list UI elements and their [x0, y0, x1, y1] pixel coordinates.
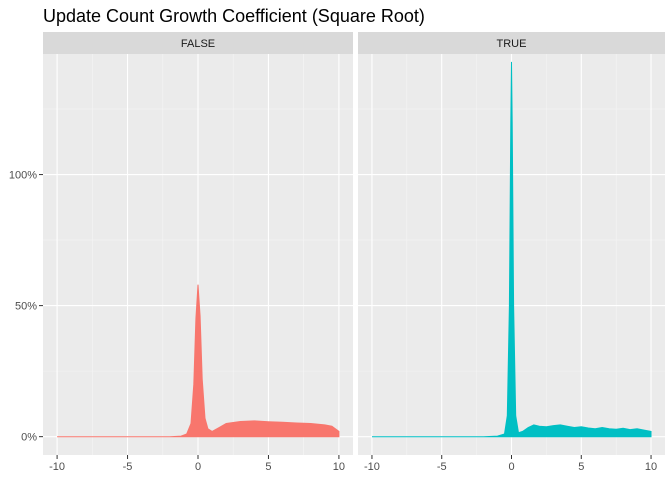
x-tick-label: -10 [364, 461, 380, 473]
density-area-true [372, 61, 652, 438]
y-tick-label: 100% [9, 170, 37, 182]
x-tick-label: 0 [195, 461, 201, 473]
facet-strip-label: TRUE [497, 38, 527, 50]
x-tick-label: -10 [49, 461, 65, 473]
y-axis: 0% 50% 100% [9, 170, 43, 444]
x-tick-label: 5 [578, 461, 584, 473]
y-tick-label: 0% [21, 432, 37, 444]
facet-panels: FALSE -10 -5 0 5 10 TRUE -10 -5 0 5 10 [43, 32, 665, 473]
x-tick-label: -5 [123, 461, 133, 473]
y-tick-label: 50% [15, 301, 37, 313]
facet-strip-label: FALSE [181, 38, 215, 50]
facet-panel-false: FALSE -10 -5 0 5 10 [43, 32, 353, 473]
x-tick-label: -5 [437, 461, 447, 473]
x-tick-label: 10 [645, 461, 657, 473]
x-tick-label: 10 [333, 461, 345, 473]
chart-title: Update Count Growth Coefficient (Square … [43, 6, 425, 26]
x-tick-label: 5 [265, 461, 271, 473]
density-area-false [57, 284, 340, 438]
facet-panel-true: TRUE -10 -5 0 5 10 [358, 32, 665, 473]
facet-strip [358, 32, 665, 54]
x-tick-label: 0 [508, 461, 514, 473]
facet-strip [43, 32, 353, 54]
